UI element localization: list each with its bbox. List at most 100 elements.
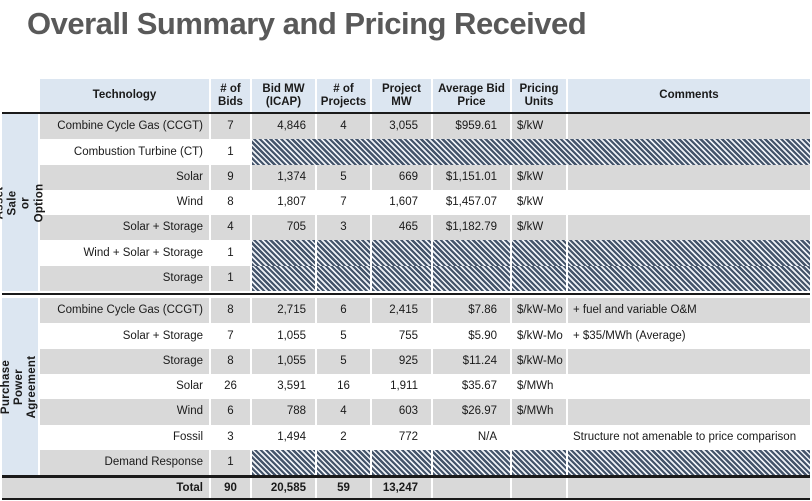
cell-no-data-hatch: [566, 449, 810, 476]
cell-num-bids: 1: [209, 265, 250, 292]
cell-num-bids: 3: [209, 424, 250, 450]
table-body: Asset Sale or Option Combine Cycle Gas (C…: [0, 114, 810, 476]
cell-no-data-hatch: [370, 449, 431, 476]
page-title: Overall Summary and Pricing Received: [27, 6, 587, 41]
col-header-project-mw: Project MW: [370, 79, 431, 112]
table-row: Solar + Storage 4 705 3 465 $1,182.79 $/kW: [40, 215, 810, 241]
summary-table: Technology # of Bids Bid MW (ICAP) # of …: [0, 79, 810, 501]
cell-bid-mw: 3,591: [250, 373, 315, 400]
cell-comments: + fuel and variable O&M: [566, 298, 810, 324]
table-row: Combustion Turbine (CT) 1: [40, 139, 810, 165]
table-row: Combine Cycle Gas (CCGT) 7 4,846 4 3,055 $959…: [40, 114, 810, 140]
cell-bid-mw: 1,374: [250, 164, 315, 190]
cell-bid-mw: 1,055: [250, 323, 315, 349]
cell-no-data-hatch: [370, 265, 431, 292]
cell-technology: Storage: [40, 348, 209, 374]
table-row: Storage 8 1,055 5 925 $11.24 $/kW-Mo: [40, 348, 810, 374]
cell-num-bids: 8: [209, 298, 250, 324]
cell-num-bids: 9: [209, 164, 250, 190]
cell-bid-mw: 2,715: [250, 298, 315, 324]
col-header-pricing-units: Pricing Units: [510, 79, 566, 112]
cell-bid-mw: 1,055: [250, 348, 315, 374]
cell-num-bids: 1: [209, 139, 250, 165]
cell-no-data-hatch: [250, 240, 315, 266]
cell-comments: [566, 215, 810, 241]
cell-num-bids: 7: [209, 114, 250, 140]
cell-comments: [566, 114, 810, 140]
cell-technology: Demand Response: [40, 449, 209, 476]
total-num-projects: 59: [315, 478, 370, 499]
cell-num-projects: 2: [315, 424, 370, 450]
cell-project-mw: 3,055: [370, 114, 431, 140]
cell-num-projects: 5: [315, 323, 370, 349]
cell-technology: Combustion Turbine (CT): [40, 139, 209, 165]
group-label: Purchase Power Agreement: [0, 355, 39, 418]
cell-num-projects: 4: [315, 399, 370, 425]
table-row: Solar 26 3,591 16 1,911 $35.67 $/MWh: [40, 373, 810, 400]
cell-pricing-units: $/kW-Mo: [510, 348, 566, 374]
total-spacer: [2, 478, 40, 499]
cell-no-data-hatch: [250, 139, 810, 165]
cell-no-data-hatch: [510, 265, 566, 292]
group-label-cell: Purchase Power Agreement: [0, 298, 39, 476]
row-group-0: Asset Sale or Option Combine Cycle Gas (C…: [0, 114, 810, 292]
cell-pricing-units: $/MWh: [510, 373, 566, 400]
cell-no-data-hatch: [315, 265, 370, 292]
cell-no-data-hatch: [431, 449, 510, 476]
table-header-row: Technology # of Bids Bid MW (ICAP) # of …: [2, 79, 810, 112]
col-header-num-projects: # of Projects: [315, 79, 370, 112]
cell-comments: [566, 373, 810, 400]
cell-num-projects: 3: [315, 215, 370, 241]
cell-technology: Wind: [40, 399, 209, 425]
cell-num-bids: 8: [209, 348, 250, 374]
cell-bid-mw: 1,807: [250, 189, 315, 216]
cell-no-data-hatch: [510, 449, 566, 476]
cell-avg-bid-price: $26.97: [431, 399, 510, 425]
cell-no-data-hatch: [510, 240, 566, 266]
cell-project-mw: 925: [370, 348, 431, 374]
cell-num-projects: 7: [315, 189, 370, 216]
cell-pricing-units: $/kW-Mo: [510, 323, 566, 349]
cell-comments: + $35/MWh (Average): [566, 323, 810, 349]
cell-no-data-hatch: [431, 240, 510, 266]
cell-pricing-units: $/kW: [510, 215, 566, 241]
cell-num-projects: 4: [315, 114, 370, 140]
table-row: Solar + Storage 7 1,055 5 755 $5.90 $/kW-Mo + $…: [40, 323, 810, 349]
table-row: Solar 9 1,374 5 669 $1,151.01 $/kW: [40, 164, 810, 190]
cell-project-mw: 2,415: [370, 298, 431, 324]
cell-no-data-hatch: [566, 240, 810, 266]
table-row: Fossil 3 1,494 2 772 N/A Structure not amenabl…: [40, 424, 810, 450]
cell-comments: [566, 189, 810, 216]
cell-bid-mw: 1,494: [250, 424, 315, 450]
header-spacer: [2, 79, 40, 112]
cell-technology: Wind + Solar + Storage: [40, 240, 209, 266]
cell-comments: [566, 164, 810, 190]
cell-avg-bid-price: $5.90: [431, 323, 510, 349]
total-num-bids: 90: [209, 478, 250, 499]
total-label: Total: [40, 478, 209, 499]
col-header-comments: Comments: [566, 79, 810, 112]
col-header-avg-bid-price: Average Bid Price: [431, 79, 510, 112]
group-divider-line: [2, 293, 810, 296]
cell-avg-bid-price: $1,182.79: [431, 215, 510, 241]
bottom-border-line: [2, 498, 810, 501]
cell-num-projects: 16: [315, 373, 370, 400]
col-header-technology: Technology: [40, 79, 209, 112]
cell-no-data-hatch: [315, 449, 370, 476]
total-avg-bid-price: [431, 478, 510, 499]
total-bid-mw: 20,585: [250, 478, 315, 499]
cell-pricing-units: [510, 424, 566, 450]
cell-no-data-hatch: [370, 240, 431, 266]
cell-num-bids: 8: [209, 189, 250, 216]
cell-comments: [566, 348, 810, 374]
cell-avg-bid-price: $7.86: [431, 298, 510, 324]
total-divider-line: [2, 475, 810, 479]
group-rows: Combine Cycle Gas (CCGT) 8 2,715 6 2,415 $7.8…: [40, 298, 810, 476]
cell-no-data-hatch: [431, 265, 510, 292]
cell-num-bids: 7: [209, 323, 250, 349]
col-header-num-bids: # of Bids: [209, 79, 250, 112]
cell-num-bids: 6: [209, 399, 250, 425]
cell-project-mw: 772: [370, 424, 431, 450]
cell-project-mw: 603: [370, 399, 431, 425]
cell-avg-bid-price: $11.24: [431, 348, 510, 374]
